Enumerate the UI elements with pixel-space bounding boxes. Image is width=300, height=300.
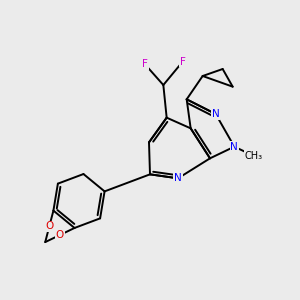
Text: F: F — [180, 57, 186, 67]
Text: O: O — [45, 221, 53, 231]
Text: N: N — [174, 173, 182, 183]
Text: O: O — [56, 230, 64, 240]
Text: N: N — [230, 142, 238, 152]
Text: F: F — [142, 59, 148, 69]
Text: CH₃: CH₃ — [245, 151, 263, 161]
Text: N: N — [212, 109, 220, 119]
